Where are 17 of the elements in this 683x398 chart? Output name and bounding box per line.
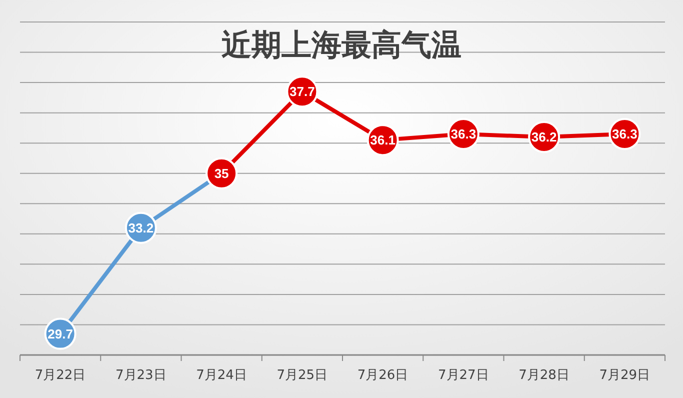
x-tick-label: 7月24日 [196,368,247,383]
data-label: 36.3 [612,126,638,142]
data-label: 35 [214,166,229,181]
x-tick-label: 7月29日 [599,368,650,383]
x-tick-label: 7月25日 [276,368,328,383]
data-label: 29.7 [48,326,73,342]
chart-title: 近期上海最高气温 [222,28,462,63]
data-label: 36.2 [531,130,557,145]
x-tick-label: 7月22日 [34,368,86,383]
x-tick-label: 7月26日 [357,368,408,383]
x-tick-label: 7月23日 [116,368,166,383]
data-label: 33.2 [128,220,154,236]
data-label: 36.1 [370,132,396,148]
x-tick-label: 7月27日 [438,368,489,383]
data-label: 36.3 [450,126,476,142]
x-tick-label: 7月28日 [518,368,570,383]
data-label: 37.7 [290,84,315,100]
